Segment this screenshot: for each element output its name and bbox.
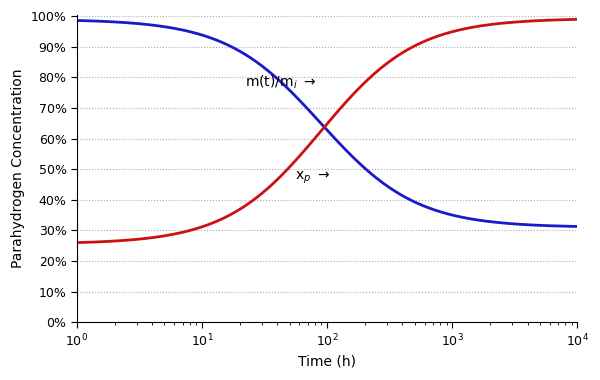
- Text: x$_p$ $\rightarrow$: x$_p$ $\rightarrow$: [295, 170, 329, 186]
- Text: m(t)/m$_i$ $\rightarrow$: m(t)/m$_i$ $\rightarrow$: [245, 74, 316, 91]
- Y-axis label: Parahydrogen Concentration: Parahydrogen Concentration: [11, 69, 25, 268]
- X-axis label: Time (h): Time (h): [298, 355, 356, 369]
